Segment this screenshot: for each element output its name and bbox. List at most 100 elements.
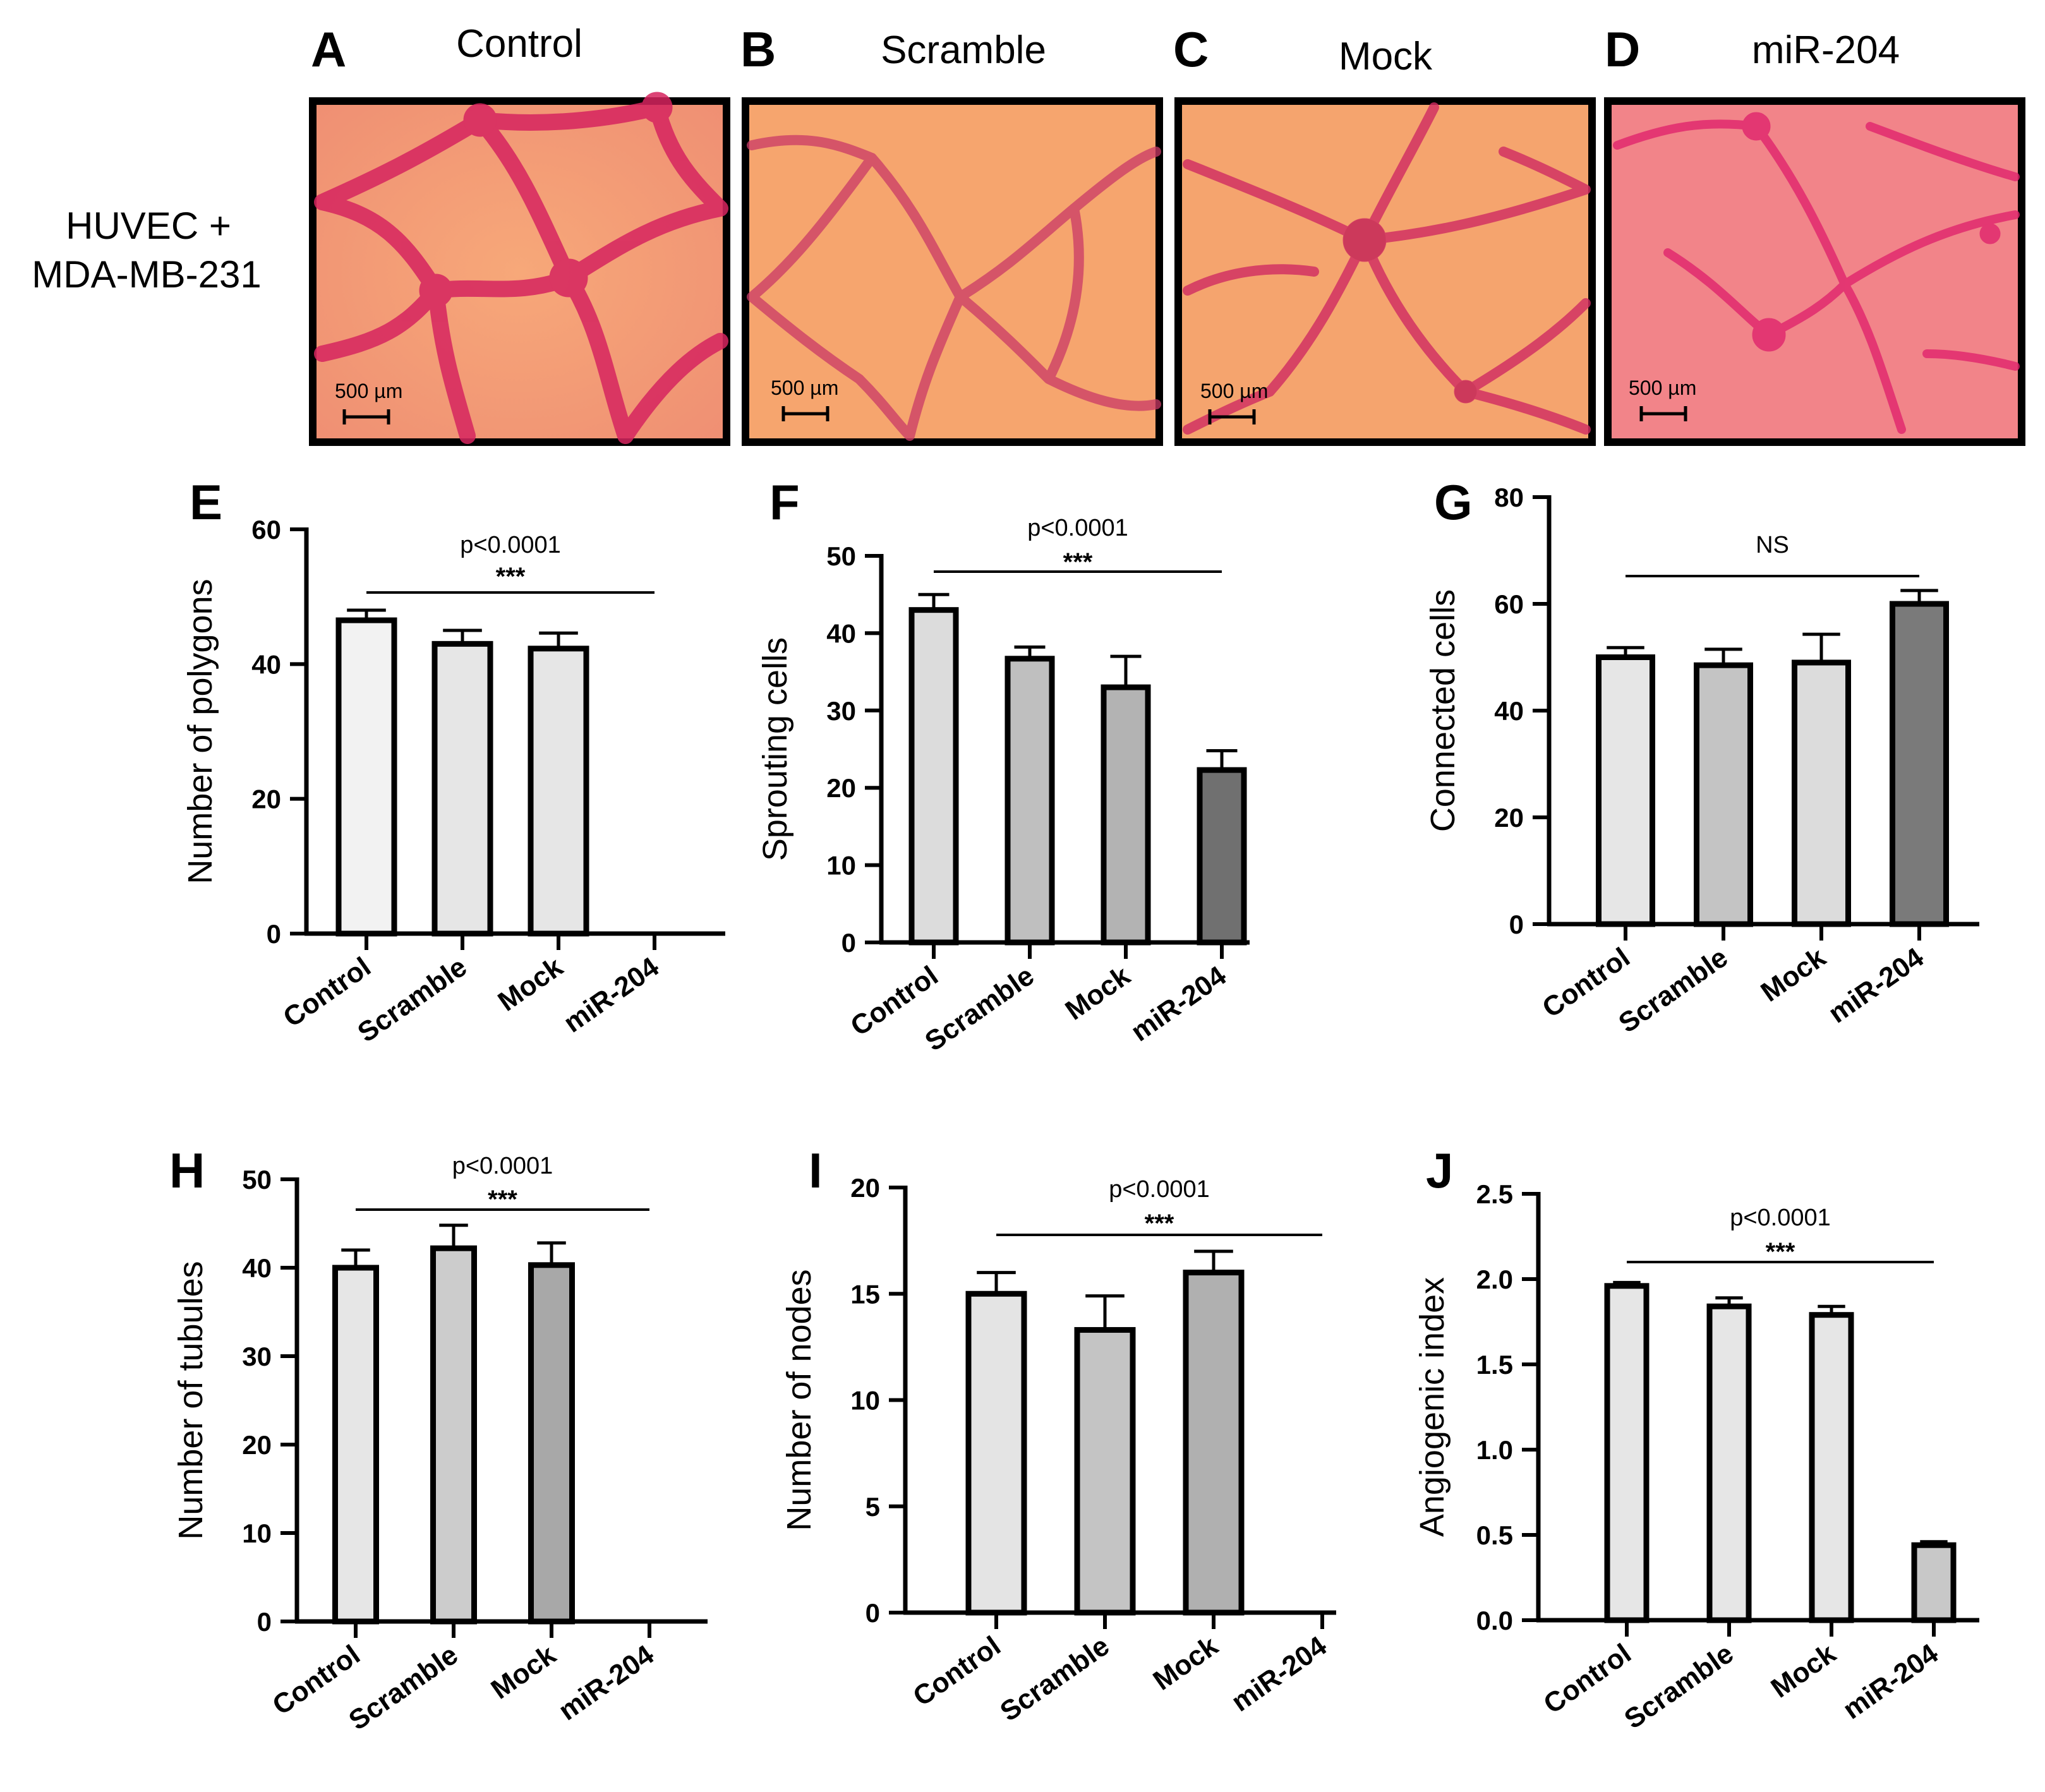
y-tick-label: 20 bbox=[850, 1173, 880, 1203]
p-value-label: p<0.0001 bbox=[460, 532, 561, 558]
bar-mock bbox=[528, 646, 589, 937]
y-axis-title: Connected cells bbox=[1424, 589, 1462, 832]
category-label: miR-204 bbox=[1823, 942, 1929, 1030]
p-value-label: p<0.0001 bbox=[1730, 1205, 1831, 1231]
micrograph-image-b bbox=[742, 97, 1163, 446]
category-label: Scramble bbox=[343, 1639, 463, 1736]
significance-label: *** bbox=[488, 1186, 517, 1213]
y-tick-label: 0 bbox=[267, 919, 281, 949]
bar-mock bbox=[528, 1262, 575, 1625]
bar-mir-204 bbox=[1197, 767, 1247, 946]
significance-label: *** bbox=[1766, 1238, 1795, 1266]
bar-mock bbox=[1101, 684, 1151, 946]
category-label: miR-204 bbox=[1125, 960, 1232, 1048]
p-value-label: p<0.0001 bbox=[452, 1153, 553, 1179]
bar-scramble bbox=[1074, 1326, 1136, 1616]
bar-mir-204 bbox=[1890, 601, 1949, 927]
y-axis-title: Number of polygons bbox=[181, 579, 219, 884]
bar-scramble bbox=[431, 640, 493, 937]
category-label: Control bbox=[908, 1630, 1006, 1712]
category-label: Scramble bbox=[1613, 942, 1733, 1039]
bar-mock bbox=[1792, 659, 1851, 927]
micrograph-c: C Mock 500 µm bbox=[1173, 21, 1596, 446]
y-tick-label: 0 bbox=[1509, 910, 1524, 939]
y-axis-title: Sprouting cells bbox=[756, 637, 794, 861]
panel-letter: E bbox=[190, 474, 222, 530]
category-label: miR-204 bbox=[553, 1639, 660, 1727]
micrograph-a: A Control 500 µm bbox=[309, 21, 730, 446]
bar-control bbox=[1604, 1283, 1650, 1623]
scale-bar-label-d: 500 µm bbox=[1629, 376, 1696, 399]
y-tick-label: 50 bbox=[826, 541, 856, 571]
panel-letter: J bbox=[1426, 1143, 1453, 1198]
y-tick-label: 30 bbox=[826, 696, 856, 726]
y-tick-label: 0 bbox=[842, 928, 856, 958]
p-value-label: p<0.0001 bbox=[1027, 515, 1128, 541]
category-label: Scramble bbox=[919, 960, 1039, 1057]
micrograph-title-b: Scramble bbox=[881, 28, 1046, 72]
micrograph-b: B Scramble 500 µm bbox=[740, 21, 1163, 446]
category-label: Mock bbox=[1765, 1638, 1842, 1704]
vessel-network-a bbox=[314, 92, 728, 444]
y-tick-label: 15 bbox=[850, 1279, 880, 1309]
y-tick-label: 20 bbox=[826, 773, 856, 803]
y-tick-label: 50 bbox=[242, 1165, 272, 1194]
y-tick-label: 1.5 bbox=[1476, 1350, 1513, 1380]
category-label: miR-204 bbox=[1226, 1630, 1332, 1718]
category-label: Mock bbox=[485, 1639, 562, 1705]
category-label: Mock bbox=[1147, 1630, 1224, 1697]
panel-letter: I bbox=[809, 1143, 823, 1198]
y-tick-label: 1.0 bbox=[1476, 1435, 1513, 1465]
panel-letter: G bbox=[1434, 474, 1473, 530]
panel-letter-c: C bbox=[1173, 21, 1209, 77]
y-tick-label: 20 bbox=[1494, 803, 1524, 833]
y-axis-title: Number of tubules bbox=[172, 1261, 210, 1539]
y-tick-label: 0 bbox=[257, 1607, 272, 1637]
micrograph-title-a: Control bbox=[456, 22, 582, 66]
bar-control bbox=[1596, 654, 1655, 927]
category-label: miR-204 bbox=[1837, 1638, 1944, 1726]
category-label: miR-204 bbox=[558, 951, 665, 1039]
vessel-network-c bbox=[1183, 102, 1591, 435]
y-axis-title: Angiogenic index bbox=[1413, 1277, 1451, 1537]
y-tick-label: 10 bbox=[242, 1518, 272, 1548]
bar-mir-204 bbox=[1911, 1542, 1957, 1623]
panel-letter-b: B bbox=[740, 21, 776, 77]
category-label: Mock bbox=[1755, 942, 1831, 1008]
row-label-line-2: MDA-MB-231 bbox=[32, 253, 261, 296]
y-tick-label: 10 bbox=[850, 1386, 880, 1416]
significance-label: *** bbox=[1145, 1210, 1174, 1237]
panel-letter-d: D bbox=[1605, 21, 1640, 77]
y-tick-label: 80 bbox=[1494, 483, 1524, 512]
bar-scramble bbox=[1694, 662, 1753, 927]
category-label: Scramble bbox=[994, 1630, 1114, 1728]
bar-control bbox=[332, 1265, 379, 1625]
y-tick-label: 2.5 bbox=[1476, 1179, 1513, 1209]
y-tick-label: 30 bbox=[242, 1342, 272, 1371]
scale-bar-label-c: 500 µm bbox=[1200, 380, 1268, 402]
category-label: Mock bbox=[492, 951, 569, 1018]
category-label: Scramble bbox=[352, 951, 472, 1049]
y-tick-label: 20 bbox=[251, 785, 281, 814]
y-tick-label: 20 bbox=[242, 1430, 272, 1460]
y-tick-label: 5 bbox=[866, 1492, 880, 1522]
significance-label: *** bbox=[496, 563, 526, 591]
p-value-label: p<0.0001 bbox=[1109, 1176, 1210, 1203]
vessel-network-b bbox=[747, 135, 1161, 441]
scale-bar-label-b: 500 µm bbox=[771, 376, 838, 399]
panel-letter-a: A bbox=[311, 21, 346, 77]
significance-label: NS bbox=[1756, 532, 1789, 558]
y-tick-label: 60 bbox=[1494, 589, 1524, 619]
y-tick-label: 40 bbox=[251, 649, 281, 679]
bar-control bbox=[335, 617, 397, 937]
y-axis-title: Number of nodes bbox=[780, 1269, 818, 1530]
y-tick-label: 2.0 bbox=[1476, 1265, 1513, 1294]
y-tick-label: 40 bbox=[242, 1253, 272, 1283]
vessel-network-d bbox=[1613, 112, 2020, 434]
